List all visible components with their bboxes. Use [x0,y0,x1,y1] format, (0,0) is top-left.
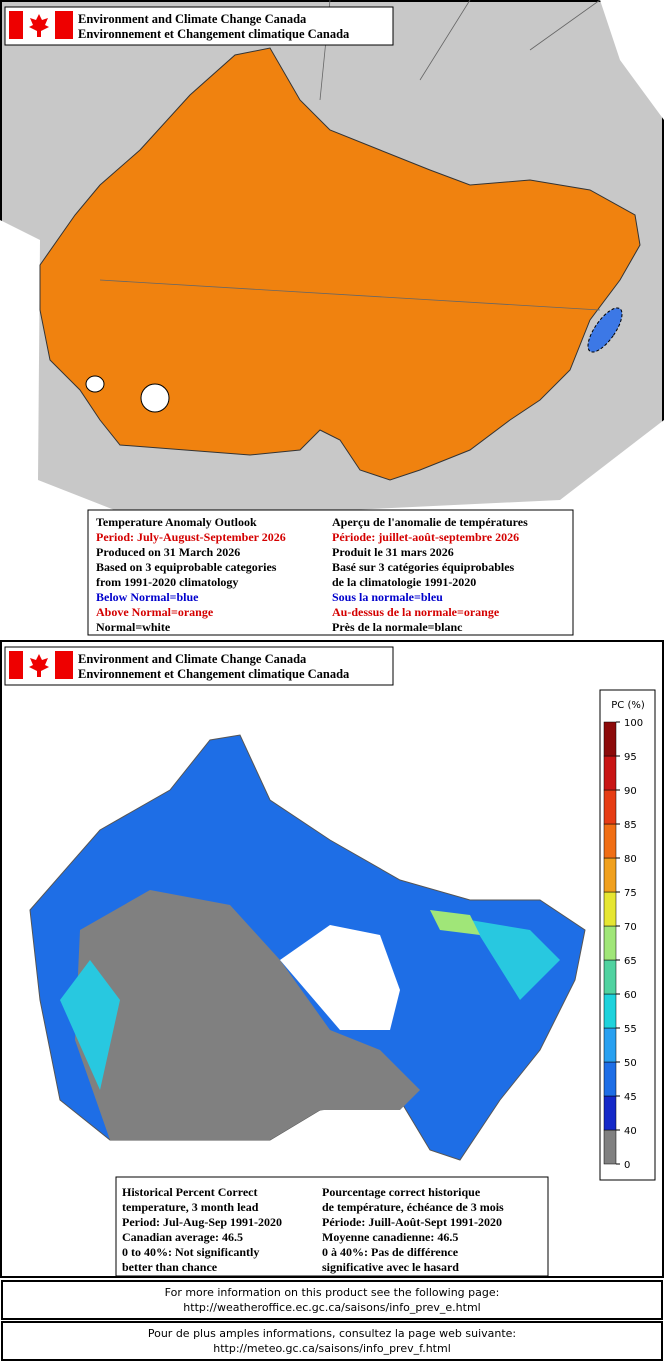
normal-area [140,383,170,413]
tick-label: 80 [624,854,637,865]
normal-area [85,375,105,393]
skill-area-mid [60,920,560,1090]
color-swatch [603,789,617,825]
footer-text: Pour de plus amples informations, consul… [148,1327,516,1340]
color-swatch [603,755,617,791]
tick-label: 85 [624,820,637,831]
color-swatch [603,1061,617,1097]
legend-line: Au-dessus de la normale=orange [332,605,500,619]
legend-line: Période: juillet-août-septembre 2026 [332,530,519,544]
colorbar-title: PC (%) [611,700,645,711]
legend-line: Pourcentage correct historique [322,1185,481,1199]
color-swatch [603,891,617,927]
land [0,0,664,638]
color-swatch [603,857,617,893]
tick-label: 50 [624,1058,637,1069]
tick-label: 0 [624,1160,630,1171]
footer-link: http://meteo.gc.ca/saisons/info_prev_f.h… [213,1342,451,1355]
legend-line: Canadian average: 46.5 [122,1230,243,1244]
tick-label: 65 [624,956,637,967]
legend-line: Près de la normale=blanc [332,620,463,634]
legend-line: temperature, 3 month lead [122,1200,259,1214]
legend-line: Historical Percent Correct [122,1185,258,1199]
color-swatch [603,1027,617,1063]
legend-line: de la climatologie 1991-2020 [332,575,476,589]
header-line: Environment and Climate Change Canada [78,652,307,666]
color-swatch [603,721,617,757]
legend-box [87,509,574,636]
legend-line: Basé sur 3 catégories équiprobables [332,560,515,574]
legend-line: Above Normal=orange [96,605,214,619]
color-swatch [603,925,617,961]
color-swatch [603,823,617,859]
header: Environment and Climate Change Canada En… [4,6,394,46]
skill-area-high [430,910,480,935]
color-swatch [603,993,617,1029]
tick-label: 60 [624,990,637,1001]
legend-line: Produced on 31 March 2026 [96,545,240,559]
footer-link: http://weatheroffice.ec.gc.ca/saisons/in… [183,1301,480,1314]
header: Environment and Climate Change Canada En… [4,646,394,686]
footer-box [1,1280,663,1320]
color-swatch [603,1095,617,1131]
legend-line: 0 to 40%: Not significantly [122,1245,259,1259]
legend-line: Période: Juill-Août-Sept 1991-2020 [322,1215,502,1229]
legend-line: Based on 3 equiprobable categories [96,560,277,574]
forecast-area [39,47,641,481]
legend-line: Period: July-August-September 2026 [96,530,286,544]
skill-area-low [75,890,420,1140]
tick-label: 70 [624,922,637,933]
below-normal-area [587,307,623,353]
tick-label: 75 [624,888,637,899]
legend-line: Aperçu de l'anomalie de températures [332,515,528,529]
legend-line: from 1991-2020 climatology [96,575,238,589]
legend-line: significative avec le hasard [322,1260,459,1274]
color-swatch [603,1129,617,1165]
tick-label: 95 [624,752,637,763]
legend-line: Produit le 31 mars 2026 [332,545,454,559]
grid-line [99,0,601,311]
legend-line: Period: Jul-Aug-Sep 1991-2020 [122,1215,282,1229]
legend-line: Normal=white [96,620,171,634]
legend-line: Temperature Anomaly Outlook [96,515,257,529]
tick-label: 55 [624,1024,637,1035]
tick-label: 45 [624,1092,637,1103]
tick-label: 100 [624,718,643,729]
legend-box [115,1176,549,1277]
header-line: Environment and Climate Change Canada [78,12,307,26]
tick-label: 40 [624,1126,637,1137]
header-line: Environnement et Changement climatique C… [78,27,350,41]
legend-line: better than chance [122,1260,218,1274]
legend-line: de température, échéance de 3 mois [322,1200,504,1214]
legend-line: Moyenne canadienne: 46.5 [322,1230,458,1244]
header-line: Environnement et Changement climatique C… [78,667,350,681]
legend-line: Below Normal=blue [96,590,199,604]
color-swatch [603,959,617,995]
legend-line: 0 à 40%: Pas de différence [322,1245,459,1259]
colorbar: 0 40 45 50 55 60 65 70 75 80 85 90 95 100 [603,718,643,1171]
footer-box [1,1321,663,1361]
legend-line: Sous la normale=bleu [332,590,443,604]
tick-label: 90 [624,786,637,797]
footer-text: For more information on this product see… [165,1286,500,1299]
bay [280,925,400,1030]
